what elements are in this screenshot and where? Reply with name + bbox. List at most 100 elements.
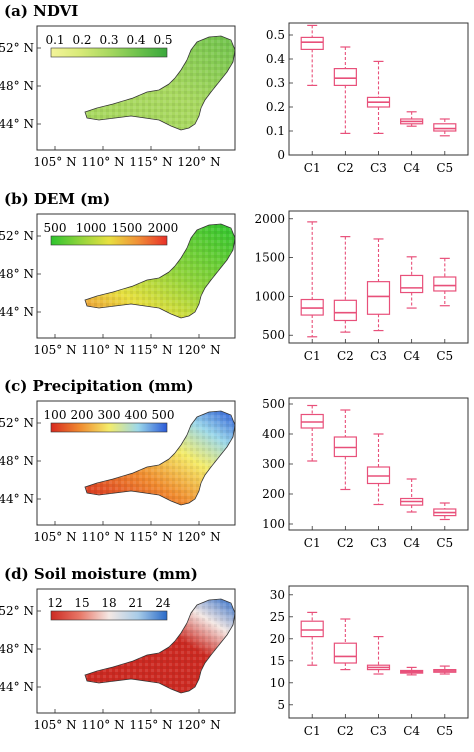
colorbar-tick-label: 24	[155, 596, 171, 610]
map-x-tick-label: 115° N	[129, 530, 172, 544]
map-x-tick-label: 115° N	[129, 155, 172, 169]
map-x-tick-label: 110° N	[81, 718, 124, 732]
box-c2	[333, 409, 357, 491]
map-x-tick-label: 120° N	[177, 530, 220, 544]
colorbar-tick-label: 1500	[112, 221, 143, 235]
boxplot-x-tick-label: C1	[304, 161, 321, 175]
boxplot-y-tick-label: 2000	[254, 212, 285, 226]
map-y-tick-label: 44° N	[0, 305, 34, 319]
colorbar-tick-label: 400	[125, 408, 148, 422]
panel-title: (d) Soil moisture (mm)	[4, 565, 198, 583]
panel-title: (a) NDVI	[4, 2, 78, 20]
map-y-tick-label: 52° N	[0, 604, 34, 618]
colorbar-tick-label: 200	[71, 408, 94, 422]
box-body	[333, 67, 357, 86]
colorbar-tick-label: 0.5	[153, 33, 172, 47]
map-x-tick-label: 120° N	[177, 718, 220, 732]
boxplot-x-tick-label: C1	[304, 724, 321, 738]
box-body	[333, 299, 357, 322]
box-c1	[300, 404, 324, 462]
map-y-tick-label: 48° N	[0, 642, 34, 656]
map-y-tick-label: 48° N	[0, 454, 34, 468]
colorbar-tick-label: 18	[101, 596, 116, 610]
box-c3	[366, 60, 391, 134]
boxplot-y-tick-label: 1000	[254, 289, 285, 303]
boxplot-x-tick-label: C5	[436, 161, 453, 175]
boxplot-x-tick-label: C2	[337, 161, 354, 175]
boxplot-y-tick-label: 500	[262, 328, 285, 342]
boxplot-y-tick-label: 1500	[254, 251, 285, 265]
colorbar	[50, 47, 168, 58]
colorbar-tick-label: 21	[128, 596, 143, 610]
colorbar-tick-label: 15	[74, 596, 89, 610]
box-c5	[433, 257, 457, 307]
colorbar-tick-label: 2000	[148, 221, 179, 235]
colorbar-tick-label: 0.1	[45, 33, 64, 47]
map-y-tick-label: 48° N	[0, 267, 34, 281]
colorbar	[50, 610, 168, 621]
boxplot-y-tick-label: 500	[262, 397, 285, 411]
box-c4	[400, 111, 424, 127]
boxplot-y-tick-label: 10	[270, 676, 285, 690]
boxplot-y-tick-label: 20	[270, 632, 285, 646]
boxplot-y-tick-label: 30	[270, 588, 285, 602]
boxplot-y-tick-label: 0.2	[266, 100, 285, 114]
boxplot-x-tick-label: C5	[436, 724, 453, 738]
box-body	[300, 620, 324, 638]
boxplot-y-tick-label: 25	[270, 610, 285, 624]
box-body	[300, 36, 324, 51]
map-x-tick-label: 115° N	[129, 718, 172, 732]
boxplot-y-tick-label: 15	[270, 654, 285, 668]
map-x-tick-label: 105° N	[33, 530, 76, 544]
map-x-tick-label: 105° N	[33, 155, 76, 169]
region-texture	[85, 36, 235, 130]
map-y-tick-label: 52° N	[0, 229, 34, 243]
colorbar	[50, 422, 168, 433]
box-c3	[366, 238, 391, 332]
boxplot-x-tick-label: C3	[370, 724, 387, 738]
box-body	[433, 276, 457, 292]
colorbar-tick-label: 12	[47, 596, 62, 610]
boxplot-x-tick-label: C4	[403, 349, 420, 363]
map-y-tick-label: 52° N	[0, 416, 34, 430]
box-c4	[400, 256, 424, 309]
box-body	[433, 123, 457, 132]
map-x-tick-label: 110° N	[81, 530, 124, 544]
boxplot-y-tick-label: 0.5	[266, 28, 285, 42]
region-texture	[85, 411, 235, 505]
map-y-tick-label: 44° N	[0, 492, 34, 506]
region-texture	[85, 599, 235, 693]
boxplot-y-tick-label: 0.3	[266, 76, 285, 90]
map-region	[84, 35, 236, 131]
box-body	[333, 642, 357, 664]
boxplot-x-tick-label: C3	[370, 161, 387, 175]
boxplot-y-tick-label: 0.4	[266, 52, 285, 66]
boxplot-y-tick-label: 200	[262, 487, 285, 501]
map-y-tick-label: 44° N	[0, 680, 34, 694]
box-c5	[433, 118, 457, 137]
map-region	[84, 223, 236, 319]
boxplot-x-tick-label: C4	[403, 536, 420, 550]
panel-title: (b) DEM (m)	[4, 190, 110, 208]
map-x-tick-label: 110° N	[81, 343, 124, 357]
box-c5	[433, 502, 457, 521]
map-x-tick-label: 105° N	[33, 718, 76, 732]
boxplot-x-tick-label: C1	[304, 349, 321, 363]
box-c5	[433, 665, 457, 675]
map-x-tick-label: 105° N	[33, 343, 76, 357]
region-texture	[85, 224, 235, 318]
box-c4	[400, 666, 424, 676]
colorbar-tick-label: 100	[44, 408, 67, 422]
boxplot-x-tick-label: C3	[370, 349, 387, 363]
boxplot-x-tick-label: C2	[337, 536, 354, 550]
colorbar-tick-label: 300	[98, 408, 121, 422]
box-c2	[333, 618, 357, 671]
boxplot-x-tick-label: C5	[436, 349, 453, 363]
boxplot-y-tick-label: 0.1	[266, 124, 285, 138]
boxplot-x-tick-label: C2	[337, 349, 354, 363]
panel-title: (c) Precipitation (mm)	[4, 377, 194, 395]
box-c1	[300, 221, 324, 338]
map-x-tick-label: 120° N	[177, 343, 220, 357]
boxplot-y-tick-label: 0	[277, 148, 285, 162]
colorbar-tick-label: 500	[152, 408, 175, 422]
